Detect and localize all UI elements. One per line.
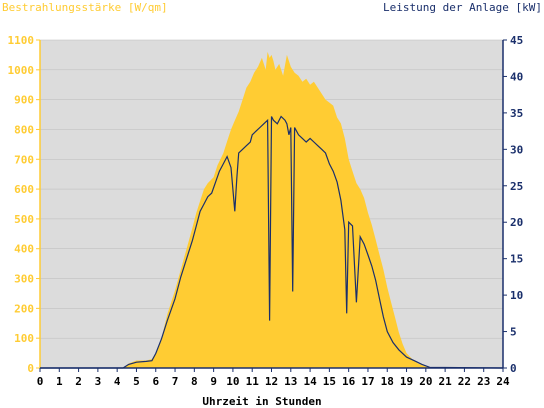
x-tick-label: 7 xyxy=(172,375,179,388)
right-axis-ticks: 0 5 10 15 20 25 30 35 40 45 xyxy=(503,34,523,375)
x-tick-label: 12 xyxy=(265,375,278,388)
left-tick-label: 1000 xyxy=(8,64,35,77)
x-tick-label: 3 xyxy=(95,375,102,388)
series-irradiance-area xyxy=(40,51,503,369)
x-tick-label: 14 xyxy=(303,375,317,388)
left-tick-label: 400 xyxy=(14,243,34,256)
x-tick-label: 6 xyxy=(152,375,159,388)
x-tick-label: 1 xyxy=(56,375,63,388)
right-tick-label: 30 xyxy=(510,143,523,156)
x-tick-label: 10 xyxy=(226,375,239,388)
left-tick-label: 1100 xyxy=(8,34,35,47)
x-tick-label: 9 xyxy=(210,375,217,388)
x-tick-label: 22 xyxy=(458,375,471,388)
left-axis-ticks: 0 100 200 300 400 500 600 700 800 900 1000 1100 xyxy=(8,34,40,375)
left-tick-label: 100 xyxy=(14,332,34,345)
left-tick-label: 800 xyxy=(14,123,34,136)
left-tick-label: 0 xyxy=(27,362,34,375)
x-tick-label: 17 xyxy=(361,375,374,388)
x-tick-label: 21 xyxy=(439,375,453,388)
x-tick-label: 13 xyxy=(284,375,297,388)
x-tick-label: 23 xyxy=(477,375,490,388)
x-tick-label: 11 xyxy=(246,375,260,388)
x-tick-label: 5 xyxy=(133,375,140,388)
x-tick-label: 2 xyxy=(75,375,82,388)
right-tick-label: 5 xyxy=(510,326,517,339)
right-tick-label: 0 xyxy=(510,362,517,375)
x-axis-ticks: 0 1 2 3 4 5 6 7 8 9 10 11 12 13 14 15 16 17 18 19 20 21 22 23 24 xyxy=(37,368,510,388)
right-axis-title: Leistung der Anlage [kW] xyxy=(383,1,542,14)
right-tick-label: 20 xyxy=(510,216,523,229)
right-tick-label: 45 xyxy=(510,34,523,47)
x-tick-label: 16 xyxy=(342,375,356,388)
series-power-line xyxy=(40,115,504,369)
right-tick-label: 15 xyxy=(510,253,523,266)
left-tick-label: 200 xyxy=(14,302,34,315)
x-tick-label: 18 xyxy=(381,375,394,388)
left-axis-title: Bestrahlungsstärke [W/qm] xyxy=(2,1,168,14)
right-tick-label: 35 xyxy=(510,107,523,120)
x-tick-label: 20 xyxy=(419,375,432,388)
x-tick-label: 15 xyxy=(323,375,336,388)
left-tick-label: 900 xyxy=(14,94,34,107)
left-tick-label: 500 xyxy=(14,213,34,226)
x-tick-label: 0 xyxy=(37,375,44,388)
right-tick-label: 25 xyxy=(510,180,523,193)
x-tick-label: 8 xyxy=(191,375,198,388)
left-tick-label: 300 xyxy=(14,273,34,286)
x-tick-label: 24 xyxy=(496,375,510,388)
right-tick-label: 10 xyxy=(510,289,523,302)
right-tick-label: 40 xyxy=(510,70,523,83)
x-tick-label: 4 xyxy=(114,375,121,388)
left-tick-label: 700 xyxy=(14,153,34,166)
left-tick-label: 600 xyxy=(14,183,34,196)
x-tick-label: 19 xyxy=(400,375,413,388)
x-axis-title: Uhrzeit in Stunden xyxy=(202,395,321,408)
